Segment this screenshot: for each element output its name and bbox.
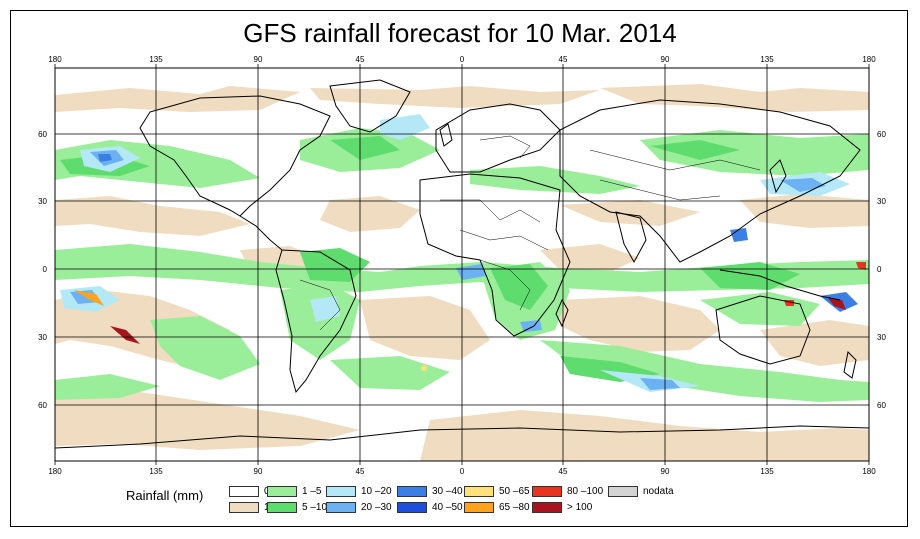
legend-item: 1 –5 [267,486,321,497]
coastlines [55,79,869,449]
legend-swatch [326,486,356,497]
left-lat-label: 60 [38,401,47,410]
rainfall-field [55,79,869,461]
tick-marks [54,64,870,465]
legend-label: 5 –10 [302,502,328,513]
legend-swatch [267,486,297,497]
legend-label: 50 –65 [499,486,530,497]
legend-swatch [326,502,356,513]
legend-item: 0 [229,486,270,497]
top-lon-label: 135 [149,55,163,64]
legend-item: 5 –10 [267,502,327,513]
top-lon-label: 90 [254,55,263,64]
legend-item: nodata [608,486,674,497]
map-title: GFS rainfall forecast for 10 Mar. 2014 [243,18,677,48]
legend-label: nodata [643,486,674,497]
legend-label: 65 –80 [499,502,530,513]
legend-label: 1 [264,502,270,513]
bottom-lon-label: 45 [356,467,365,476]
bottom-lon-label: 45 [559,467,568,476]
bottom-lon-label: 90 [661,467,670,476]
country-borders [299,135,761,331]
legend-swatch [464,502,494,513]
right-lat-label: 30 [877,333,886,342]
right-lat-label: 0 [877,265,882,274]
legend-swatch [464,486,494,497]
bottom-lon-label: 90 [254,467,263,476]
legend-item: > 100 [532,502,592,513]
legend-swatch [397,502,427,513]
legend-label: 30 –40 [432,486,463,497]
legend-swatch [267,502,297,513]
legend-label: 40 –50 [432,502,463,513]
top-lon-label: 90 [661,55,670,64]
top-lon-label: 45 [356,55,365,64]
bottom-lon-label: 135 [760,467,774,476]
legend-label: 80 –100 [567,486,604,497]
legend-title: Rainfall (mm) [126,488,204,503]
legend-label: 0 [264,486,270,497]
legend-label: 10 –20 [361,486,392,497]
legend-item: 40 –50 [397,502,463,513]
legend-swatch [397,486,427,497]
top-lon-label: 180 [48,55,62,64]
rain-1mm-areas [55,84,869,461]
legend-swatch [229,502,259,513]
legend-item: 50 –65 [464,486,530,497]
legend-swatch [532,486,562,497]
left-lat-label: 30 [38,197,47,206]
legend-item: 30 –40 [397,486,463,497]
legend-label: 1 –5 [302,486,322,497]
right-lat-label: 30 [877,197,886,206]
left-lat-label: 0 [43,265,48,274]
graticule [55,68,869,461]
legend-item: 80 –100 [532,486,603,497]
right-lat-label: 60 [877,130,886,139]
left-lat-label: 60 [38,130,47,139]
top-lon-label: 135 [760,55,774,64]
bottom-lon-label: 135 [149,467,163,476]
bottom-lon-label: 0 [460,467,465,476]
top-lon-label: 180 [862,55,876,64]
bottom-lon-label: 180 [48,467,62,476]
heavy-rain-spots [74,262,866,371]
legend-swatch [229,486,259,497]
legend-item: 20 –30 [326,502,392,513]
legend-label: > 100 [567,502,593,513]
legend-item: 1 [229,502,270,513]
legend-swatch [608,486,638,497]
legend-label: 20 –30 [361,502,392,513]
top-lon-label: 0 [460,55,465,64]
legend-item: 10 –20 [326,486,392,497]
legend-swatch [532,502,562,513]
bottom-lon-label: 180 [862,467,876,476]
top-lon-label: 45 [559,55,568,64]
left-lat-label: 30 [38,333,47,342]
right-lat-label: 60 [877,401,886,410]
legend-item: 65 –80 [464,502,530,513]
